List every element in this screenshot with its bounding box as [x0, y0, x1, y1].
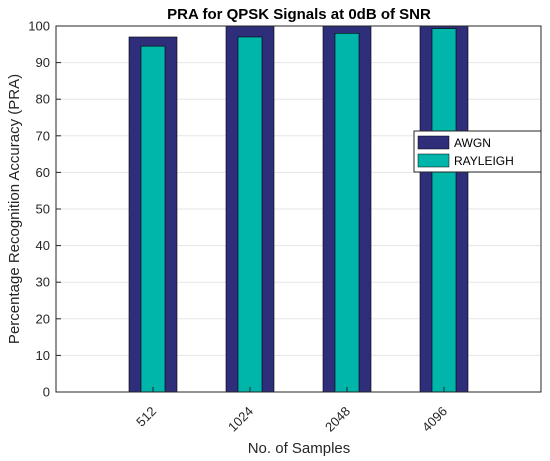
y-tick-label: 10: [36, 348, 50, 363]
legend-swatch-awgn: [417, 135, 450, 150]
y-tick-label: 70: [36, 128, 50, 143]
y-tick-label: 100: [28, 19, 50, 34]
y-axis-label: Percentage Recognition Accuracy (PRA): [6, 74, 23, 344]
chart-title: PRA for QPSK Signals at 0dB of SNR: [167, 6, 431, 23]
bar-rayleigh: [237, 36, 263, 393]
y-tick-label: 30: [36, 275, 50, 290]
bars: [128, 25, 469, 393]
legend-label-awgn: AWGN: [454, 136, 491, 150]
x-tick-label: 4096: [419, 404, 450, 435]
bar-rayleigh: [334, 33, 360, 393]
y-axis: 0 10 20 30 40 50 60 70 80 90 100: [28, 19, 61, 400]
legend: AWGN RAYLEIGH: [413, 130, 542, 173]
y-tick-label: 60: [36, 165, 50, 180]
x-axis: 512 1024 2048 4096: [133, 387, 450, 435]
legend-swatch-rayleigh: [417, 153, 450, 168]
bar-rayleigh: [431, 28, 457, 393]
x-tick-label: 2048: [322, 404, 353, 435]
y-tick-label: 90: [36, 55, 50, 70]
x-tick-label: 512: [133, 404, 159, 430]
legend-label-rayleigh: RAYLEIGH: [454, 154, 514, 168]
y-tick-label: 50: [36, 202, 50, 217]
y-tick-label: 20: [36, 311, 50, 326]
x-tick-label: 1024: [225, 404, 256, 435]
bar-rayleigh: [140, 45, 166, 393]
x-axis-label: No. of Samples: [248, 440, 351, 457]
y-tick-label: 80: [36, 92, 50, 107]
y-tick-label: 40: [36, 238, 50, 253]
y-tick-label: 0: [43, 385, 50, 400]
